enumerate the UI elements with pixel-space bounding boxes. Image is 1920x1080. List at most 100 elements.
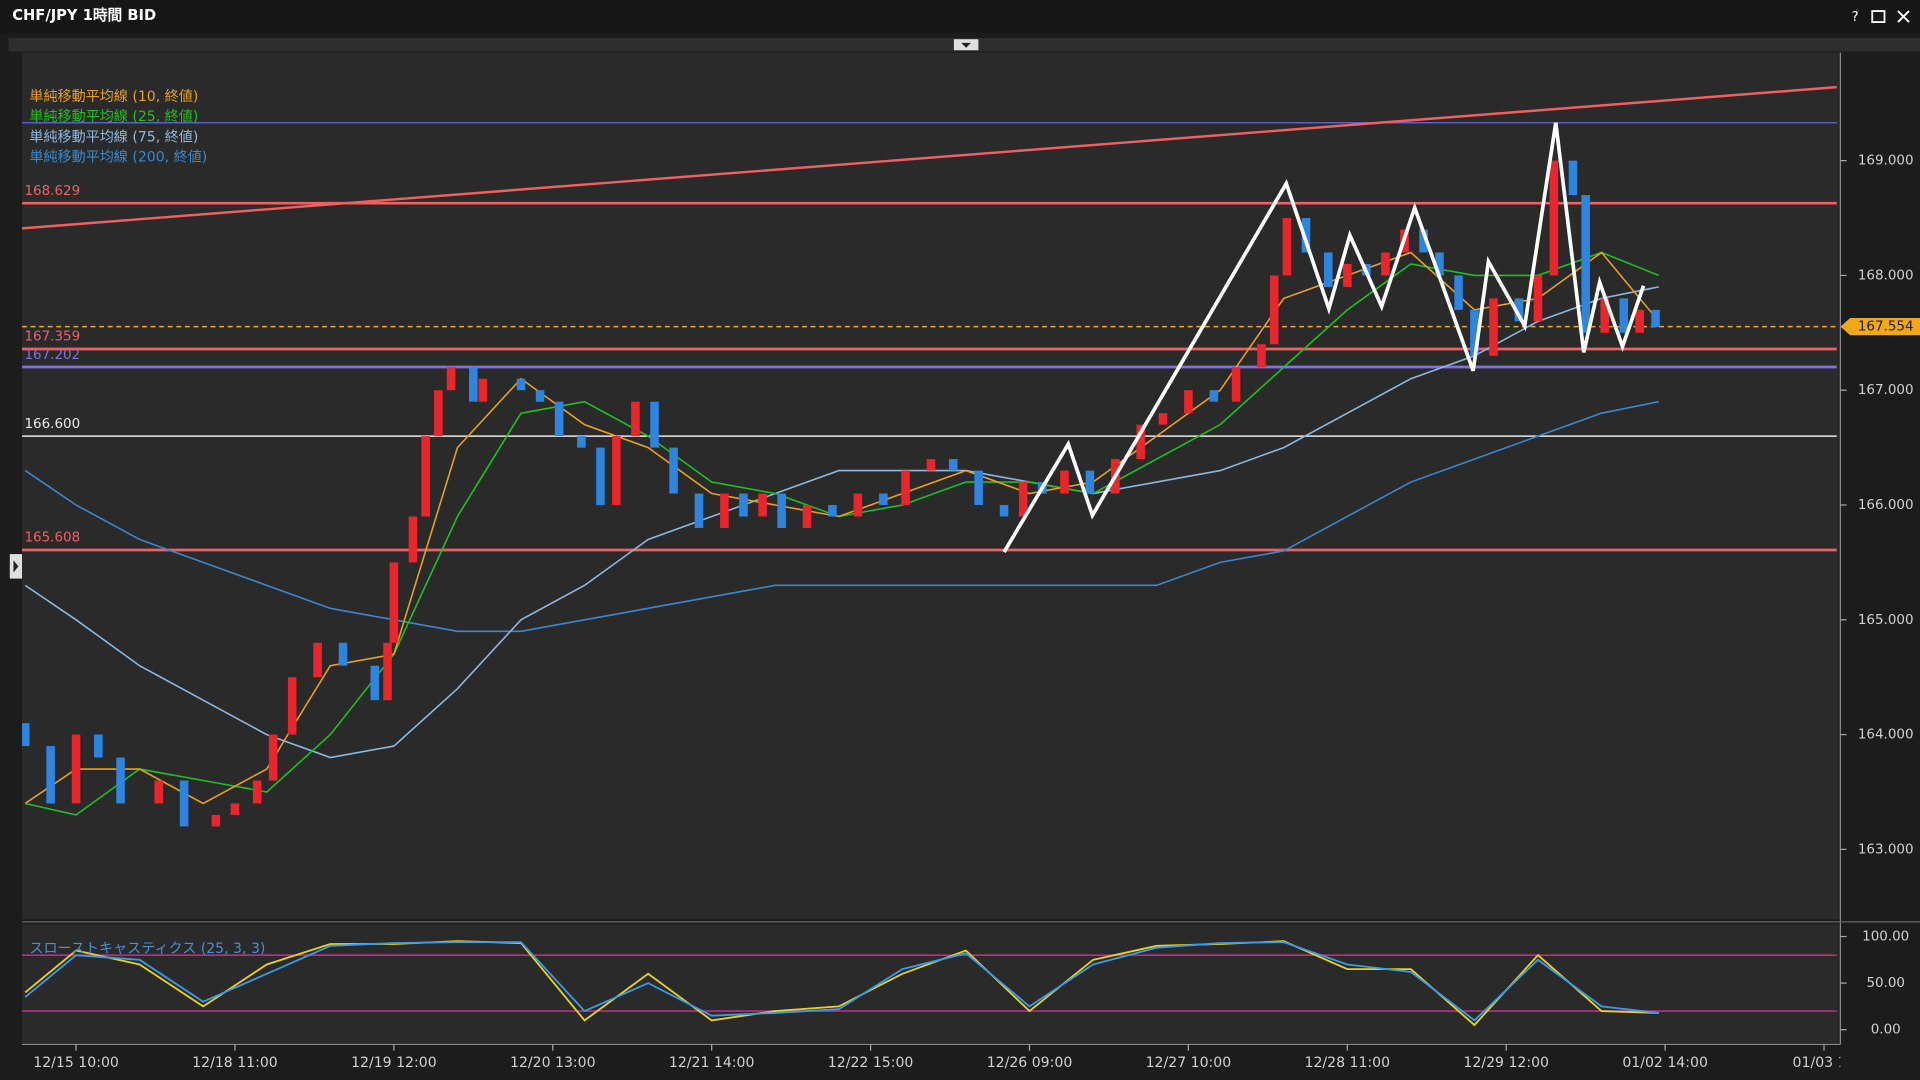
candle [154, 780, 163, 804]
x-tick-label: 12/28 11:00 [1305, 1055, 1391, 1071]
x-tick-label: 12/15 10:00 [33, 1055, 119, 1071]
y-tick-label: 169.000 [1858, 153, 1914, 169]
level-label: 165.608 [24, 530, 80, 546]
y-tick-label: 0.00 [1871, 1022, 1901, 1038]
candle [1568, 160, 1578, 196]
candle [999, 505, 1009, 517]
candle [230, 803, 240, 815]
candle [777, 493, 786, 528]
candle [758, 493, 767, 517]
candle [554, 401, 564, 437]
close-button[interactable] [1897, 10, 1910, 23]
plot-area [22, 85, 1837, 827]
y-tick-label: 166.000 [1858, 497, 1914, 513]
candle [287, 677, 297, 735]
candle [469, 367, 478, 402]
candle [1619, 298, 1629, 333]
candle [1301, 218, 1311, 253]
candle [338, 642, 348, 666]
level-label: 166.600 [24, 416, 80, 432]
candle [1257, 344, 1266, 368]
candle [720, 493, 729, 528]
candle [1018, 482, 1028, 517]
maximize-button[interactable] [1871, 10, 1886, 23]
candle [828, 505, 837, 517]
candle [211, 814, 221, 827]
candle [1581, 195, 1590, 333]
x-tick-label: 12/20 13:00 [510, 1055, 596, 1071]
candle [1454, 275, 1463, 310]
candle [478, 378, 488, 402]
x-tick-label: 12/21 14:00 [669, 1055, 755, 1071]
trendline [22, 85, 1837, 230]
candle [516, 378, 526, 391]
legend-entry: 単純移動平均線 (25, 終値) [29, 109, 198, 125]
candle [383, 642, 392, 701]
legend-entry: 単純移動平均線 (200, 終値) [29, 150, 207, 166]
candle [252, 780, 262, 804]
side-toggle-arrow [13, 560, 19, 573]
candle [370, 665, 380, 701]
candle [1184, 390, 1193, 414]
main-plot-bg [22, 52, 1841, 920]
time-axis: 12/15 10:00 12/18 11:00 12/19 12:00 12/20 1… [33, 1044, 1856, 1071]
y-tick-label: 100.00 [1862, 929, 1909, 945]
candle [1489, 298, 1498, 356]
candle [650, 401, 659, 448]
candle [1600, 298, 1610, 333]
stochastic-chart: 0.00 50.00 100.00 スローストキャスティクス (25, 3, 3) [22, 929, 1909, 1038]
y-tick-label: 164.000 [1858, 727, 1914, 743]
candle [535, 390, 545, 402]
candle [1231, 367, 1241, 402]
legend-entry: 単純移動平均線 (10, 終値) [29, 89, 198, 105]
y-tick-label: 168.000 [1858, 267, 1914, 283]
candle [1282, 218, 1292, 276]
x-tick-label: 12/29 12:00 [1463, 1055, 1549, 1071]
moving-average [24, 286, 1659, 759]
help-button[interactable]: ? [1852, 9, 1859, 25]
candle [1323, 252, 1333, 287]
candle [94, 734, 103, 758]
candle [577, 436, 586, 448]
window-title: CHF/JPY 1時間 BID [12, 6, 156, 24]
candle [1209, 390, 1219, 402]
candle [631, 401, 640, 437]
candle [1470, 309, 1479, 356]
current-price-label: 167.554 [1858, 319, 1914, 335]
level-label: 167.202 [24, 347, 80, 363]
candle [434, 390, 443, 437]
moving-average [24, 400, 1659, 633]
stoch-plot-bg [22, 924, 1841, 1045]
level-label: 167.359 [24, 329, 80, 345]
x-tick-label: 01/02 14:00 [1622, 1055, 1708, 1071]
candle [1514, 298, 1524, 322]
x-tick-label: 12/22 15:00 [828, 1055, 914, 1071]
x-tick-label: 12/27 10:00 [1146, 1055, 1232, 1071]
candle [901, 470, 910, 506]
panel-title: スローストキャスティクス (25, 3, 3) [29, 941, 265, 957]
candle [948, 459, 958, 471]
candle [1435, 252, 1444, 276]
y-tick-label: 50.00 [1866, 975, 1905, 991]
zigzag-line [1002, 122, 1646, 554]
candle [1085, 470, 1095, 494]
candle [421, 436, 430, 517]
candle [179, 780, 189, 827]
candle [694, 493, 704, 528]
main-chart: 163.000 164.000 165.000 166.000 167.000 168.0… [22, 85, 1920, 857]
candle [446, 367, 456, 391]
candle [1381, 252, 1390, 276]
candle [116, 757, 125, 804]
x-tick-label: 01/03 15 [1793, 1055, 1856, 1071]
candle [1419, 229, 1428, 253]
candle [879, 493, 888, 506]
candle [1635, 309, 1644, 333]
candle [22, 723, 30, 747]
x-tick-label: 12/26 09:00 [987, 1055, 1073, 1071]
x-tick-label: 12/18 11:00 [192, 1055, 278, 1071]
y-tick-label: 165.000 [1858, 612, 1914, 628]
x-tick-label: 12/19 12:00 [351, 1055, 437, 1071]
candle [926, 459, 936, 471]
candle [1651, 309, 1660, 328]
candle [739, 493, 748, 517]
